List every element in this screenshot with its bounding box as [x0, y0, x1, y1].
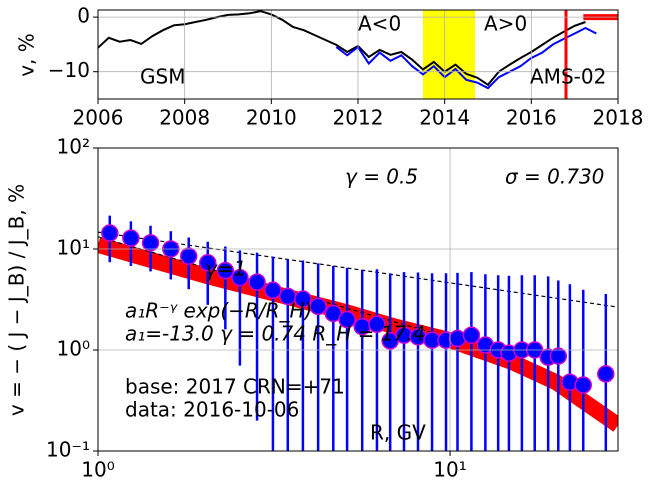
data-point — [338, 310, 356, 329]
data-point — [597, 365, 615, 383]
plot-area — [98, 10, 618, 99]
y-tick-label: −10 — [48, 58, 90, 82]
data-point — [231, 268, 249, 287]
band — [423, 10, 475, 99]
series-label: AMS-02 — [530, 65, 606, 89]
axes-frame — [97, 147, 619, 452]
data-point — [294, 290, 312, 308]
x-tick-label: 2018 — [593, 106, 644, 130]
data-point — [574, 376, 592, 394]
y-tick-label: 0 — [77, 4, 90, 28]
dashed-line — [98, 231, 618, 308]
y-axis-label: v = − ( J − J_B) / J_B, % — [5, 184, 29, 416]
data-point — [264, 281, 282, 300]
x-tick-label: 2008 — [159, 106, 210, 130]
axes-frame — [97, 9, 619, 100]
annotation: a₁R⁻ᵞ exp(−R/R_H) — [125, 299, 312, 323]
data-point — [216, 261, 235, 280]
annotation: γ = 0.5 — [345, 165, 418, 189]
data-line — [98, 10, 586, 87]
data-point — [462, 326, 481, 344]
x-axis-label: R, GV — [370, 421, 426, 445]
data-point — [101, 224, 119, 242]
data-point — [549, 347, 568, 365]
data-point — [141, 234, 160, 252]
annotation: base: 2017 CRN=+71 — [125, 375, 345, 399]
data-point — [309, 297, 327, 316]
data-line — [335, 26, 597, 90]
data-point — [122, 229, 140, 247]
data-point — [248, 273, 266, 291]
x-tick-label: 2006 — [73, 106, 124, 130]
annotation: data: 2016-10-06 — [125, 398, 299, 422]
annotation: A<0 — [358, 12, 401, 36]
x-tick-label: 2014 — [419, 106, 470, 130]
data-point — [179, 247, 198, 265]
x-tick-label: 2016 — [506, 106, 557, 130]
x-tick-label: 10¹ — [433, 458, 466, 482]
y-axis-label: v, % — [15, 33, 39, 77]
data-point — [368, 315, 386, 333]
y-tick-label: 10⁰ — [57, 337, 90, 361]
x-tick-label: 2010 — [246, 106, 297, 130]
series-label: GSM — [140, 65, 185, 89]
y-tick-label: 10¹ — [57, 236, 90, 260]
x-tick-label: 10⁰ — [81, 458, 114, 482]
annotation: a₁=-13.0 γ = 0.74 R_H = 17.4 — [125, 322, 425, 346]
annotation: σ = 0.730 — [505, 165, 604, 189]
data-point — [198, 254, 217, 272]
annotation: γ=1 — [205, 257, 246, 281]
x-tick-label: 2012 — [333, 106, 384, 130]
y-tick-label: 10² — [57, 135, 90, 159]
annotation: A>0 — [484, 12, 527, 36]
y-tick-label: 10⁻¹ — [46, 438, 90, 462]
